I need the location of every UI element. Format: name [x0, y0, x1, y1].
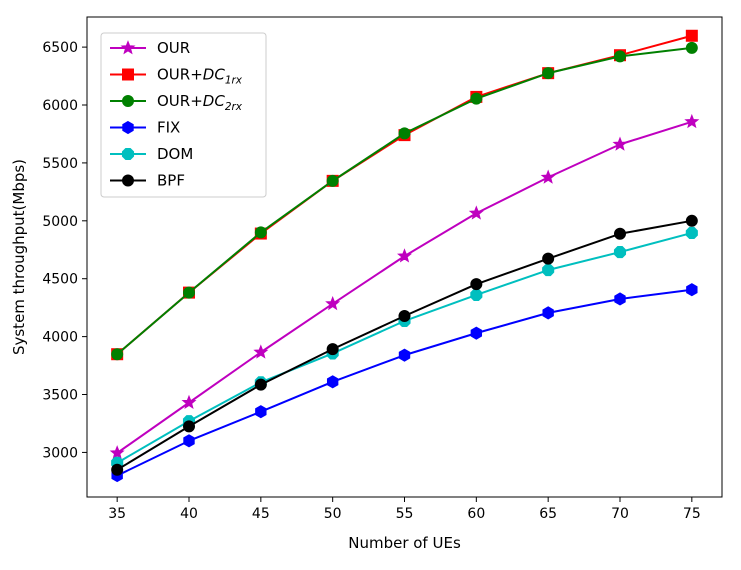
legend-name: FIX: [157, 119, 180, 137]
y-tick-label: 6000: [42, 98, 78, 114]
y-axis-label: System throughput(Mbps): [10, 159, 28, 355]
legend-marker-2: [122, 95, 134, 107]
x-tick-label: 35: [108, 506, 126, 522]
data-point-3-6: [542, 306, 554, 320]
data-point-2-4: [398, 127, 411, 140]
x-tick-label: 60: [467, 506, 485, 522]
data-point-5-6: [542, 252, 555, 265]
y-tick-label: 5500: [42, 156, 78, 172]
data-point-3-2: [255, 405, 267, 419]
data-point-0-3: [325, 295, 341, 311]
data-point-3-5: [470, 326, 483, 340]
data-point-5-0: [111, 463, 124, 476]
legend-marker-3: [122, 120, 134, 135]
legend-marker-4: [121, 147, 135, 161]
x-tick-label: 45: [252, 506, 270, 522]
legend-name-italic: DC: [203, 92, 226, 110]
legend-name-italic: DC: [203, 66, 226, 84]
data-point-2-3: [326, 174, 339, 187]
x-tick-label: 50: [324, 506, 342, 522]
x-tick-label: 75: [683, 506, 701, 522]
legend-label-0: OUR: [157, 39, 190, 57]
data-point-4-8: [685, 226, 698, 240]
legend-marker-5: [122, 174, 134, 187]
data-point-3-1: [183, 434, 195, 448]
x-axis-label: Number of UEs: [348, 534, 461, 552]
data-point-0-4: [397, 248, 412, 263]
data-point-2-8: [685, 41, 698, 54]
data-point-0-1: [181, 394, 197, 409]
data-point-1-8: [685, 29, 698, 42]
x-tick-label: 55: [396, 506, 414, 522]
data-point-4-7: [613, 246, 627, 259]
data-point-2-2: [254, 226, 267, 239]
legend-label-4: DOM: [157, 145, 193, 163]
data-point-5-4: [398, 310, 411, 323]
data-point-0-8: [684, 113, 700, 129]
x-tick-label: 40: [180, 506, 198, 522]
data-point-0-5: [468, 205, 484, 220]
legend-label-3: FIX: [157, 119, 180, 137]
data-point-3-3: [326, 375, 339, 389]
data-point-2-7: [613, 50, 626, 63]
y-tick-label: 3500: [42, 388, 78, 404]
data-point-2-5: [470, 92, 483, 105]
legend-marker-1: [122, 68, 134, 81]
data-point-2-0: [111, 348, 124, 361]
legend-name: OUR+DC: [157, 66, 225, 84]
data-point-5-2: [254, 378, 267, 391]
data-point-0-0: [109, 445, 125, 460]
data-point-0-2: [253, 344, 269, 359]
data-point-3-7: [614, 292, 626, 306]
data-point-2-6: [542, 67, 555, 80]
data-point-3-4: [398, 348, 411, 362]
legend-subscript: 2rx: [225, 101, 243, 113]
legend-subscript: 1rx: [225, 75, 243, 87]
legend-name-prefix: OUR+: [157, 66, 203, 84]
plot-area: [109, 29, 700, 483]
legend-label-1: OUR+DC1rx: [157, 66, 243, 87]
y-tick-label: 4000: [42, 330, 78, 346]
data-point-5-8: [685, 214, 698, 227]
y-tick-label: 6500: [42, 40, 78, 56]
data-point-4-5: [470, 288, 483, 301]
data-point-5-5: [470, 278, 483, 291]
legend-label-5: BPF: [157, 172, 185, 190]
axes: 35 40 45 50 55 60 65 70 75 3000 3500 4000 4500 5000 55…: [42, 16, 723, 522]
x-tick-label: 70: [611, 506, 629, 522]
data-point-5-3: [326, 343, 339, 356]
legend-marker-0: [120, 40, 136, 55]
legend-label-2: OUR+DC2rx: [157, 92, 243, 113]
legend-name: BPF: [157, 172, 185, 190]
series-line-4: [116, 232, 693, 464]
data-point-4-6: [542, 263, 555, 277]
data-point-5-1: [183, 420, 196, 433]
data-point-5-7: [613, 227, 626, 240]
y-tick-label: 5000: [42, 214, 78, 230]
legend-name: DOM: [157, 145, 193, 163]
data-point-3-8: [686, 283, 698, 297]
data-point-0-6: [540, 169, 556, 184]
y-tick-label: 4500: [42, 272, 78, 288]
data-point-2-1: [183, 286, 196, 299]
data-point-0-7: [612, 136, 628, 151]
legend-name: OUR: [157, 39, 190, 57]
legend-name: OUR+DC: [157, 92, 225, 110]
x-tick-label: 65: [539, 506, 557, 522]
y-tick-label: 3000: [42, 445, 78, 461]
legend-name-prefix: OUR+: [157, 92, 203, 110]
